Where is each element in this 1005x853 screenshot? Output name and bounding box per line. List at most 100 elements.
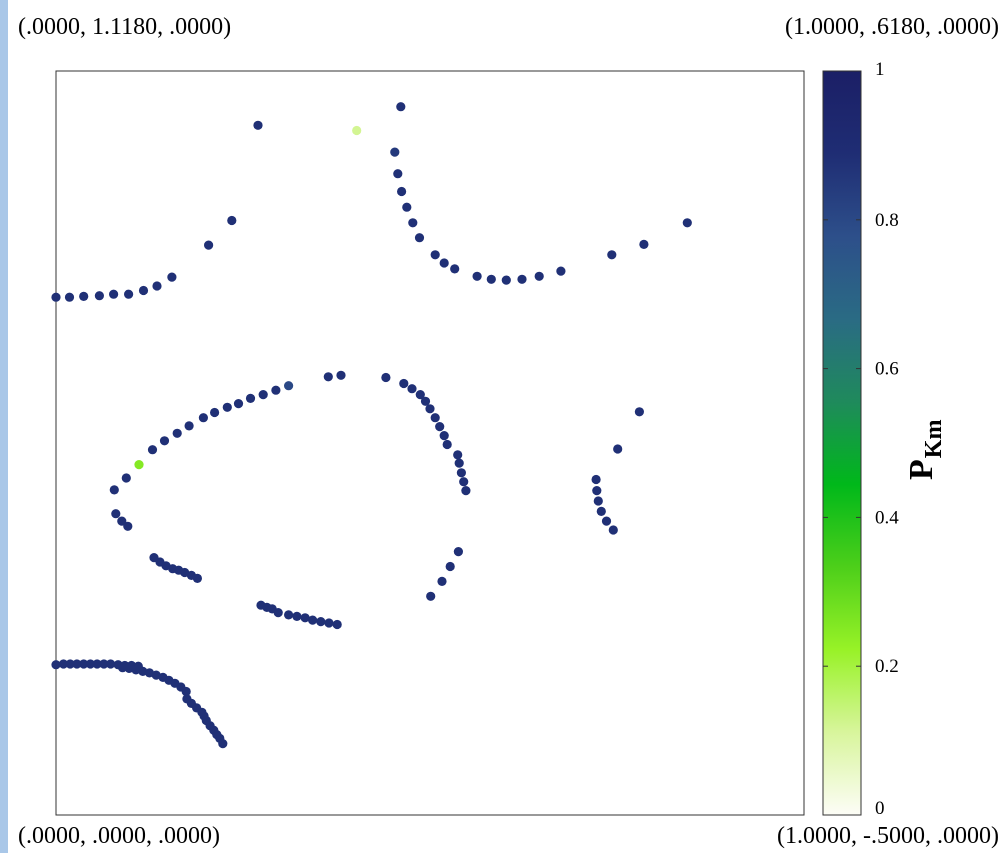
data-point-14 <box>390 147 400 157</box>
data-point-55 <box>430 413 440 423</box>
colorbar-tick-label-3: 0.6 <box>875 359 899 380</box>
data-point-93 <box>596 506 606 516</box>
data-point-91 <box>592 486 602 496</box>
data-point-59 <box>453 450 463 460</box>
data-point-49 <box>381 372 391 383</box>
data-point-111 <box>118 663 128 673</box>
data-point-102 <box>79 659 89 669</box>
colorbar-label-subscript: Km <box>921 420 947 459</box>
data-point-23 <box>472 271 482 281</box>
data-point-3 <box>94 291 104 301</box>
data-point-86 <box>426 591 436 601</box>
data-point-36 <box>159 436 170 446</box>
data-point-106 <box>106 659 116 669</box>
data-point-74 <box>192 573 202 584</box>
data-point-81 <box>300 613 310 623</box>
data-point-21 <box>439 258 449 268</box>
data-point-27 <box>534 271 544 281</box>
data-point-12 <box>352 125 362 136</box>
data-point-20 <box>430 250 440 260</box>
data-point-29 <box>607 250 617 260</box>
data-point-90 <box>591 474 601 485</box>
data-point-10 <box>227 215 237 226</box>
data-point-57 <box>439 431 449 441</box>
data-point-88 <box>445 561 455 572</box>
data-point-96 <box>613 444 623 454</box>
data-point-50 <box>399 378 409 389</box>
data-point-89 <box>453 547 463 557</box>
data-point-92 <box>593 496 603 506</box>
data-point-65 <box>117 516 127 526</box>
data-point-13 <box>396 102 406 112</box>
corner-label-top-left: (.0000, 1.1180, .0000) <box>18 14 232 40</box>
colorbar-label-main: P <box>903 459 940 480</box>
data-point-11 <box>253 120 263 130</box>
data-point-2 <box>79 291 89 301</box>
data-points <box>51 102 692 749</box>
data-point-95 <box>608 525 618 535</box>
data-point-60 <box>454 458 464 468</box>
data-point-121 <box>181 686 191 697</box>
data-point-46 <box>284 381 294 391</box>
data-point-37 <box>172 428 182 438</box>
data-point-4 <box>109 289 119 299</box>
plot-area-frame <box>55 70 805 816</box>
data-point-63 <box>461 486 471 496</box>
data-point-78 <box>273 608 283 618</box>
window-edge-strip <box>0 0 8 853</box>
data-point-35 <box>147 445 158 455</box>
data-point-62 <box>459 477 469 487</box>
data-point-8 <box>167 272 177 282</box>
data-point-19 <box>414 233 425 243</box>
data-point-132 <box>218 739 228 749</box>
data-point-64 <box>111 509 121 519</box>
data-point-53 <box>420 396 431 406</box>
colorbar-tick-label-5: 1 <box>875 59 885 80</box>
data-point-51 <box>407 384 417 394</box>
data-point-30 <box>639 239 649 249</box>
data-point-87 <box>437 576 447 587</box>
data-point-48 <box>336 370 346 380</box>
data-point-79 <box>284 610 294 620</box>
data-point-40 <box>210 407 220 418</box>
data-point-105 <box>99 659 109 669</box>
colorbar-ticks: 0 0.2 0.4 0.6 0.8 1 <box>823 59 899 819</box>
corner-label-top-right: (1.0000, .6180, .0000) <box>785 14 999 40</box>
colorbar-tick-label-0: 0 <box>875 798 885 819</box>
data-point-97 <box>634 407 645 417</box>
data-point-34 <box>134 460 144 470</box>
colorbar-label: PKm <box>903 420 947 480</box>
data-point-16 <box>397 186 407 197</box>
data-point-25 <box>501 275 511 285</box>
data-point-104 <box>92 659 102 669</box>
data-point-41 <box>222 402 232 412</box>
data-point-52 <box>415 390 425 400</box>
data-point-47 <box>323 372 333 382</box>
data-point-98 <box>51 660 61 670</box>
data-point-42 <box>233 399 244 409</box>
colorbar-tick-label-4: 0.8 <box>875 210 899 231</box>
colorbar-tick-label-2: 0.4 <box>875 507 899 528</box>
corner-label-bottom-right: (1.0000, -.5000, .0000) <box>777 823 999 849</box>
data-point-1 <box>64 292 75 302</box>
data-point-82 <box>308 615 318 625</box>
data-point-103 <box>85 659 95 669</box>
data-point-38 <box>184 421 194 431</box>
data-point-101 <box>72 659 82 669</box>
data-point-32 <box>109 485 119 495</box>
data-point-0 <box>51 292 61 302</box>
data-point-100 <box>65 659 75 669</box>
data-point-22 <box>450 264 460 274</box>
data-point-83 <box>316 617 326 627</box>
data-point-99 <box>58 659 69 669</box>
data-point-80 <box>292 611 302 622</box>
data-point-31 <box>682 218 692 228</box>
data-point-6 <box>138 285 149 296</box>
colorbar-tick-label-1: 0.2 <box>875 656 899 677</box>
data-point-18 <box>408 218 418 228</box>
data-point-28 <box>556 266 566 276</box>
data-point-15 <box>393 169 403 179</box>
data-point-26 <box>517 274 527 284</box>
data-point-9 <box>204 240 214 250</box>
